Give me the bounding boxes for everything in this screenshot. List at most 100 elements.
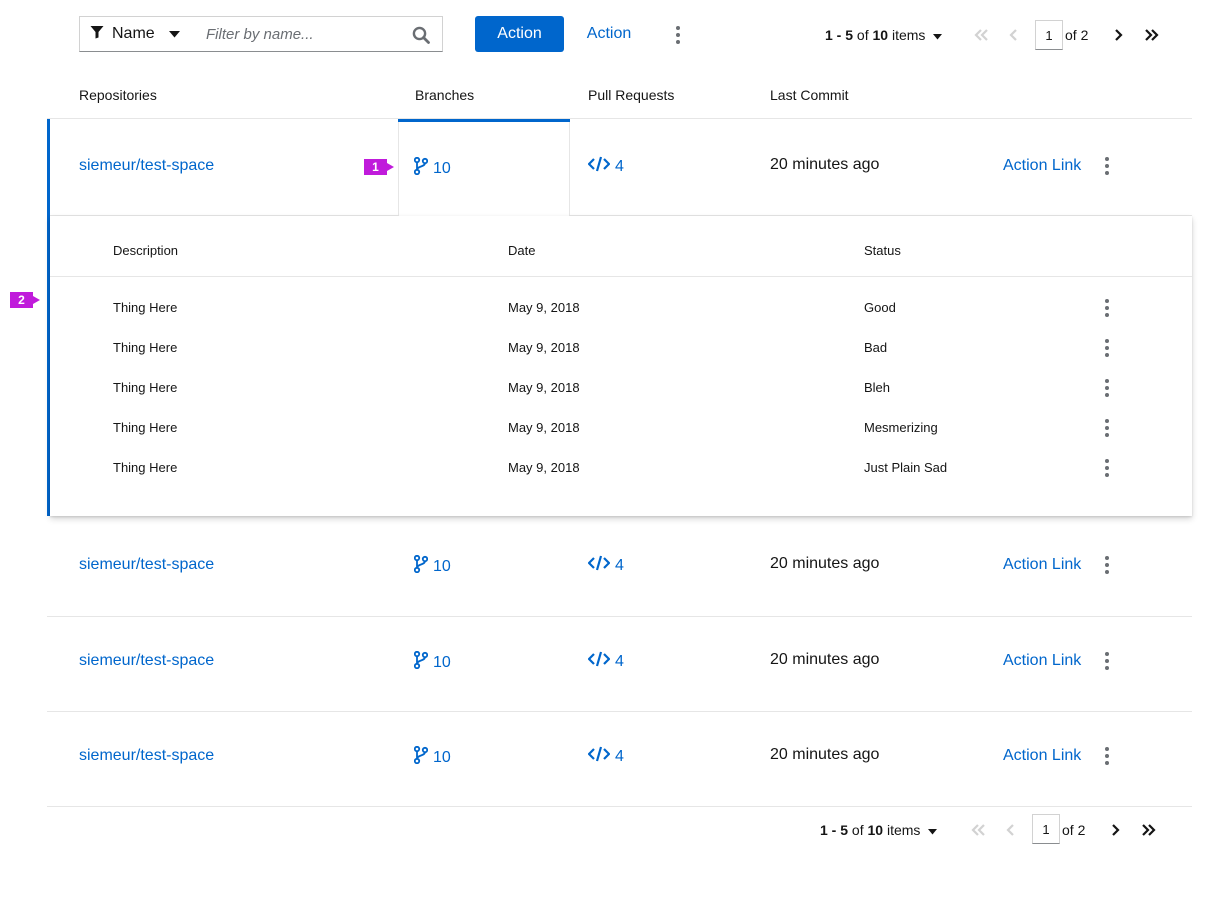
nested-header-date[interactable]: Date [508,243,536,258]
repo-link[interactable]: siemeur/test-space [79,747,215,764]
angle-right-icon[interactable] [1107,822,1123,838]
nested-header-status[interactable]: Status [864,243,901,258]
nested-description: Thing Here [113,380,178,395]
pagination-page-input[interactable]: 1 [1035,20,1063,50]
secondary-action-button[interactable]: Action [586,25,632,42]
nested-row-kebab-icon[interactable] [1099,298,1115,318]
filter-icon [90,25,104,44]
filter-attribute-select[interactable]: Name [79,16,196,52]
row-divider [50,215,398,216]
pagination-range: 1 - 5 [820,822,849,838]
callout-marker-1: 1 [364,159,394,175]
code-icon [587,746,611,767]
pull-requests-toggle[interactable]: 4 [587,156,624,177]
row-divider [47,711,1192,712]
angle-double-right-icon[interactable] [1140,822,1156,838]
pagination-total: 10 [867,822,884,838]
nested-date: May 9, 2018 [508,420,580,435]
code-icon [587,651,611,672]
row-kebab-icon[interactable] [1099,651,1115,671]
nested-date: May 9, 2018 [508,300,580,315]
nested-description: Thing Here [113,340,178,355]
nested-row-kebab-icon[interactable] [1099,378,1115,398]
last-commit-time: 20 minutes ago [770,555,880,572]
branches-count: 10 [433,159,451,177]
pull-requests-count: 4 [615,747,624,765]
branches-toggle[interactable]: 10 [413,156,451,180]
angle-right-icon[interactable] [1110,27,1126,43]
caret-down-icon [933,27,943,43]
nested-status: Good [864,300,896,315]
filter-search-input[interactable] [206,25,396,43]
nested-date: May 9, 2018 [508,380,580,395]
angle-left-icon[interactable] [1002,822,1018,838]
nested-date: May 9, 2018 [508,340,580,355]
column-header-last-commit[interactable]: Last Commit [770,87,849,103]
primary-action-button[interactable]: Action [475,16,564,52]
code-branch-icon [413,554,429,578]
repo-link[interactable]: siemeur/test-space [79,556,215,573]
pagination-range: 1 - 5 [825,27,854,43]
nested-table-panel [50,216,1192,516]
nested-row-kebab-icon[interactable] [1099,418,1115,438]
code-icon [587,555,611,576]
pagination-items: items [891,27,926,43]
nested-status: Bleh [864,380,891,395]
branches-toggle[interactable]: 10 [413,650,451,674]
branches-toggle[interactable]: 10 [413,554,451,578]
column-header-pull-requests[interactable]: Pull Requests [588,87,675,103]
pagination-page-input[interactable]: 1 [1032,814,1060,844]
row-action-link[interactable]: Action Link [1003,747,1082,764]
toolbar-kebab-icon[interactable] [670,25,686,45]
nested-header-description[interactable]: Description [113,243,179,258]
branches-toggle[interactable]: 10 [413,745,451,769]
code-branch-icon [413,650,429,674]
search-icon[interactable] [412,26,430,49]
pagination-top-menu[interactable]: 1 - 5 of 10 items [825,26,943,44]
nested-description: Thing Here [113,460,178,475]
column-header-branches[interactable]: Branches [415,87,475,103]
repo-link[interactable]: siemeur/test-space [79,157,215,174]
caret-down-icon [168,25,180,43]
pagination-bottom-menu[interactable]: 1 - 5 of 10 items [820,821,938,839]
nested-date: May 9, 2018 [508,460,580,475]
nested-row-kebab-icon[interactable] [1099,338,1115,358]
pull-requests-toggle[interactable]: 4 [587,746,624,767]
row-kebab-icon[interactable] [1099,746,1115,766]
nested-description: Thing Here [113,300,178,315]
callout-marker-2: 2 [10,292,40,308]
pull-requests-count: 4 [615,556,624,574]
code-branch-icon [413,745,429,769]
row-kebab-icon[interactable] [1099,555,1115,575]
nested-status: Mesmerizing [864,420,938,435]
angle-double-right-icon[interactable] [1143,27,1159,43]
nested-status: Bad [864,340,888,355]
row-kebab-icon[interactable] [1099,156,1115,176]
last-commit-time: 20 minutes ago [770,746,880,763]
header-divider [47,118,1192,119]
code-branch-icon [413,156,429,180]
pagination-of-pages: of 2 [1062,822,1086,838]
row-divider [47,806,1192,807]
row-action-link[interactable]: Action Link [1003,556,1082,573]
filter-attribute-label: Name [112,25,155,42]
code-icon [587,156,611,177]
nested-row-kebab-icon[interactable] [1099,458,1115,478]
nested-status: Just Plain Sad [864,460,948,475]
pull-requests-toggle[interactable]: 4 [587,555,624,576]
pagination-of: of [851,822,864,838]
column-header-repositories[interactable]: Repositories [79,87,157,103]
repo-link[interactable]: siemeur/test-space [79,652,215,669]
angle-double-left-icon[interactable] [970,822,986,838]
row-action-link[interactable]: Action Link [1003,157,1082,174]
last-commit-time: 20 minutes ago [770,651,880,668]
angle-double-left-icon[interactable] [973,27,989,43]
row-action-link[interactable]: Action Link [1003,652,1082,669]
branches-count: 10 [433,748,451,766]
pagination-total: 10 [872,27,889,43]
angle-left-icon[interactable] [1005,27,1021,43]
filter-search-field[interactable] [195,16,443,52]
expanded-row-indicator [47,119,50,516]
pull-requests-toggle[interactable]: 4 [587,651,624,672]
pagination-of-pages: of 2 [1065,27,1089,43]
